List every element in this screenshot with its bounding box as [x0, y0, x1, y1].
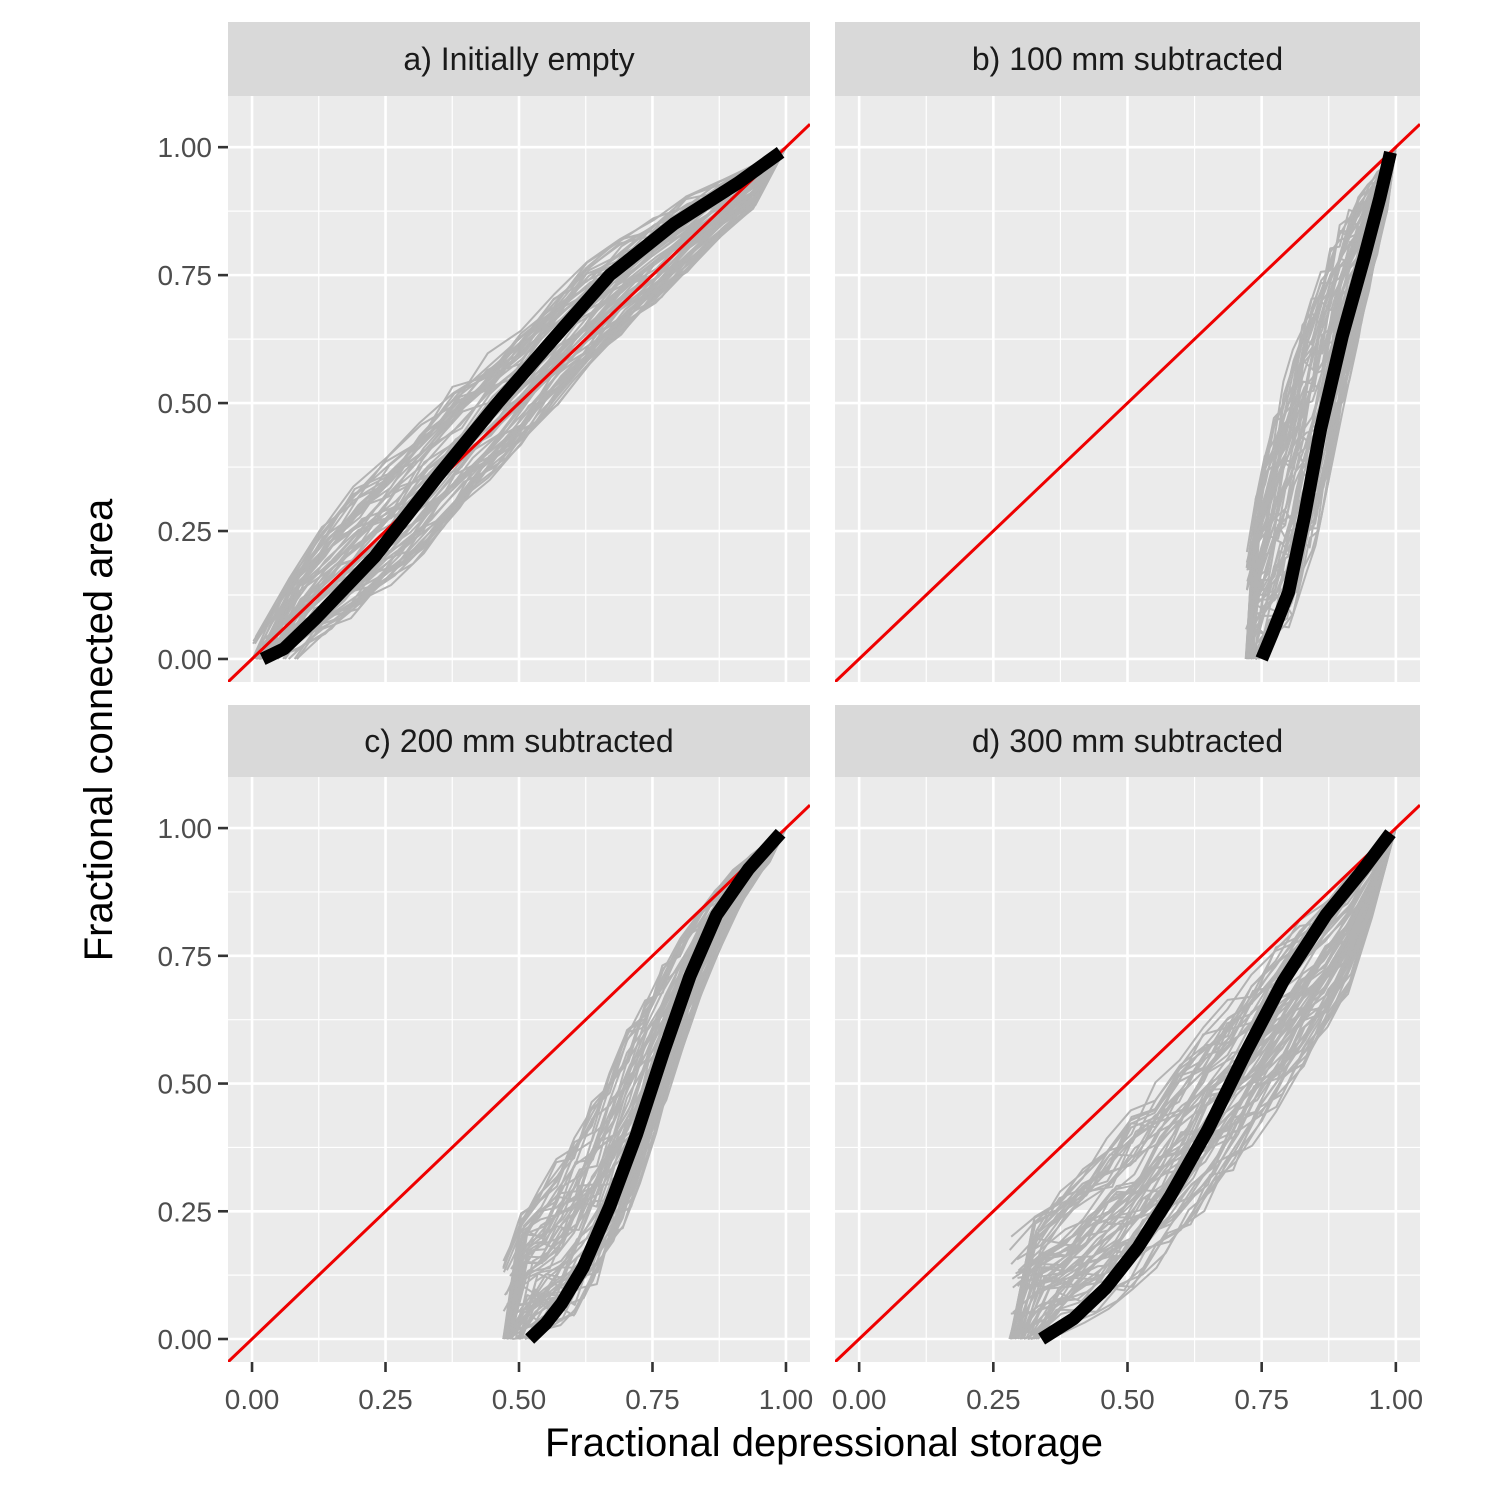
- ensemble-line: [1245, 146, 1397, 569]
- ensemble-line: [1034, 827, 1397, 1340]
- panel-title: c) 200 mm subtracted: [364, 723, 673, 759]
- ensemble-line: [1010, 827, 1397, 1265]
- one-to-one-line: [228, 804, 810, 1362]
- y-tick-label: 0.25: [158, 1196, 213, 1227]
- panel-strip: [835, 22, 1420, 96]
- x-axis-title: Fractional depressional storage: [545, 1421, 1103, 1465]
- x-tick-label: 1.00: [759, 1384, 814, 1415]
- panel-d: d) 300 mm subtracted 0.00 0.25 0.50 0.75 1.00: [832, 705, 1423, 1415]
- mean-curve: [1255, 150, 1397, 662]
- ensemble-line: [1011, 827, 1397, 1280]
- x-tick-label: 0.25: [358, 1384, 413, 1415]
- gridlines: [228, 777, 810, 1362]
- y-tick-label: 1.00: [158, 132, 213, 163]
- ensemble-line: [524, 827, 787, 1340]
- x-tick-label: 0.75: [1234, 1384, 1289, 1415]
- ensemble-line: [502, 827, 787, 1273]
- panel-c: c) 200 mm subtracted 0.00 0.25 0.50 0.75 1.00…: [158, 705, 814, 1415]
- y-axis-title: Fractional connected area: [77, 498, 121, 961]
- panel-strip: [228, 705, 810, 777]
- one-to-one-line: [835, 804, 1420, 1362]
- y-tick-label: 0.75: [158, 941, 213, 972]
- panel-strip: [228, 22, 810, 96]
- gridlines: [835, 96, 1420, 682]
- y-tick-label: 0.25: [158, 516, 213, 547]
- ensemble-line: [502, 827, 787, 1340]
- ensemble-line: [258, 146, 787, 660]
- y-tick-label: 0.50: [158, 388, 213, 419]
- x-tick-label: 0.75: [625, 1384, 680, 1415]
- ensemble-line: [508, 827, 787, 1340]
- ensemble-line: [1031, 827, 1397, 1340]
- panel-strip: [835, 705, 1420, 777]
- one-to-one-line: [228, 123, 810, 682]
- ensemble-line: [1009, 827, 1397, 1340]
- y-tick-label: 0.75: [158, 260, 213, 291]
- panels: a) Initially empty 0.00 0.25 0.50 0.75 1.00 b)…: [158, 22, 1423, 1415]
- panel-title: d) 300 mm subtracted: [972, 723, 1283, 759]
- ensemble-line: [1020, 827, 1397, 1340]
- ensemble-line: [1245, 146, 1397, 660]
- ensemble-line: [296, 146, 787, 660]
- ensemble-line: [259, 146, 787, 660]
- y-tick-label: 0.50: [158, 1069, 213, 1100]
- ensemble-line: [270, 146, 787, 650]
- panel-b: b) 100 mm subtracted: [835, 22, 1420, 682]
- ensemble-line: [254, 146, 787, 638]
- panel-title: b) 100 mm subtracted: [972, 41, 1283, 77]
- mean-curve: [1038, 829, 1396, 1345]
- one-to-one-line: [835, 123, 1420, 682]
- x-tick-label: 0.25: [966, 1384, 1021, 1415]
- ensemble-line: [1012, 827, 1397, 1335]
- panel-title: a) Initially empty: [403, 41, 634, 77]
- x-tick-label: 0.50: [1100, 1384, 1155, 1415]
- ensemble-line: [502, 827, 787, 1340]
- x-tick-label: 1.00: [1369, 1384, 1424, 1415]
- mean-curve: [259, 147, 785, 665]
- ensemble-line: [1245, 146, 1397, 660]
- y-tick-label: 0.00: [158, 644, 213, 675]
- mean-curve: [525, 828, 786, 1344]
- y-tick-label: 0.00: [158, 1324, 213, 1355]
- x-tick-label: 0.50: [492, 1384, 547, 1415]
- x-tick-label: 0.00: [225, 1384, 280, 1415]
- x-tick-label: 0.00: [832, 1384, 887, 1415]
- panel-a: a) Initially empty 0.00 0.25 0.50 0.75 1.00: [158, 22, 810, 682]
- y-tick-label: 1.00: [158, 813, 213, 844]
